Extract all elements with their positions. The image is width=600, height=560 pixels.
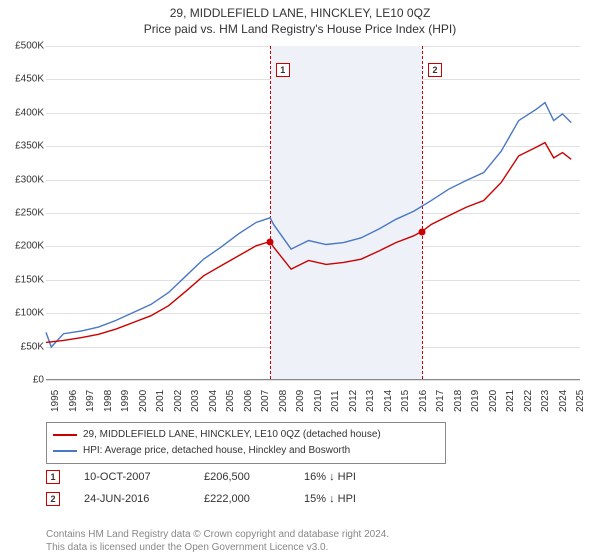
legend-swatch [53, 450, 77, 452]
x-tick-label: 2025 [575, 390, 586, 412]
x-tick-label: 2022 [523, 390, 534, 412]
y-tick-label: £400K [0, 107, 44, 118]
legend-item: HPI: Average price, detached house, Hinc… [53, 443, 439, 459]
legend-swatch [53, 434, 77, 436]
y-tick-label: £50K [0, 341, 44, 352]
y-tick-label: £100K [0, 308, 44, 319]
x-tick-label: 2002 [173, 390, 184, 412]
x-tick-label: 2008 [278, 390, 289, 412]
x-tick-label: 2007 [260, 390, 271, 412]
x-tick-label: 2013 [365, 390, 376, 412]
x-tick-label: 1999 [120, 390, 131, 412]
legend-label: 29, MIDDLEFIELD LANE, HINCKLEY, LE10 0QZ… [83, 427, 381, 443]
x-tick-label: 2015 [400, 390, 411, 412]
x-tick-label: 2016 [418, 390, 429, 412]
x-tick-label: 2004 [208, 390, 219, 412]
sale-price: £222,000 [204, 493, 304, 505]
sale-price: £206,500 [204, 471, 304, 483]
page-title: 29, MIDDLEFIELD LANE, HINCKLEY, LE10 0QZ [0, 6, 600, 20]
x-tick-label: 2000 [138, 390, 149, 412]
legend-item: 29, MIDDLEFIELD LANE, HINCKLEY, LE10 0QZ… [53, 427, 439, 443]
property-line [46, 143, 571, 343]
y-tick-label: £300K [0, 174, 44, 185]
y-tick-label: £250K [0, 208, 44, 219]
x-tick-label: 2003 [190, 390, 201, 412]
x-tick-label: 1996 [68, 390, 79, 412]
x-tick-label: 2001 [155, 390, 166, 412]
x-tick-label: 2009 [295, 390, 306, 412]
hpi-line [46, 103, 571, 347]
x-tick-label: 2021 [505, 390, 516, 412]
x-tick-label: 2019 [470, 390, 481, 412]
sale-index-box: 1 [46, 470, 60, 484]
x-tick-label: 2018 [453, 390, 464, 412]
x-tick-label: 2024 [558, 390, 569, 412]
x-tick-label: 2014 [383, 390, 394, 412]
x-tick-label: 2011 [330, 390, 341, 412]
x-tick-label: 2023 [540, 390, 551, 412]
x-tick-label: 1995 [50, 390, 61, 412]
sales-list: 1 10-OCT-2007£206,50016% ↓ HPI 2 24-JUN-201… [46, 466, 404, 510]
y-tick-label: £350K [0, 141, 44, 152]
x-tick-label: 1997 [85, 390, 96, 412]
x-tick-label: 2006 [243, 390, 254, 412]
sale-row: 2 24-JUN-2016£222,00015% ↓ HPI [46, 488, 404, 510]
legend-label: HPI: Average price, detached house, Hinc… [83, 443, 350, 459]
x-tick-label: 1998 [103, 390, 114, 412]
x-tick-label: 2005 [225, 390, 236, 412]
y-tick-label: £500K [0, 41, 44, 52]
attribution-line2: This data is licensed under the Open Gov… [46, 541, 389, 554]
y-tick-label: £150K [0, 274, 44, 285]
price-chart: 12 £0£50K£100K£150K£200K£250K£300K£350K£… [46, 46, 580, 380]
page-subtitle: Price paid vs. HM Land Registry's House … [0, 22, 600, 36]
sale-delta: 16% ↓ HPI [304, 471, 404, 483]
sale-delta: 15% ↓ HPI [304, 493, 404, 505]
legend: 29, MIDDLEFIELD LANE, HINCKLEY, LE10 0QZ… [46, 422, 446, 464]
x-tick-label: 2020 [488, 390, 499, 412]
x-tick-label: 2010 [313, 390, 324, 412]
x-tick-label: 2012 [348, 390, 359, 412]
y-tick-label: £450K [0, 74, 44, 85]
attribution-line1: Contains HM Land Registry data © Crown c… [46, 528, 389, 541]
x-tick-label: 2017 [435, 390, 446, 412]
sale-index-box: 2 [46, 492, 60, 506]
sale-date: 24-JUN-2016 [84, 493, 204, 505]
y-tick-label: £0 [0, 375, 44, 386]
sale-row: 1 10-OCT-2007£206,50016% ↓ HPI [46, 466, 404, 488]
y-tick-label: £200K [0, 241, 44, 252]
sale-date: 10-OCT-2007 [84, 471, 204, 483]
attribution: Contains HM Land Registry data © Crown c… [46, 528, 389, 554]
